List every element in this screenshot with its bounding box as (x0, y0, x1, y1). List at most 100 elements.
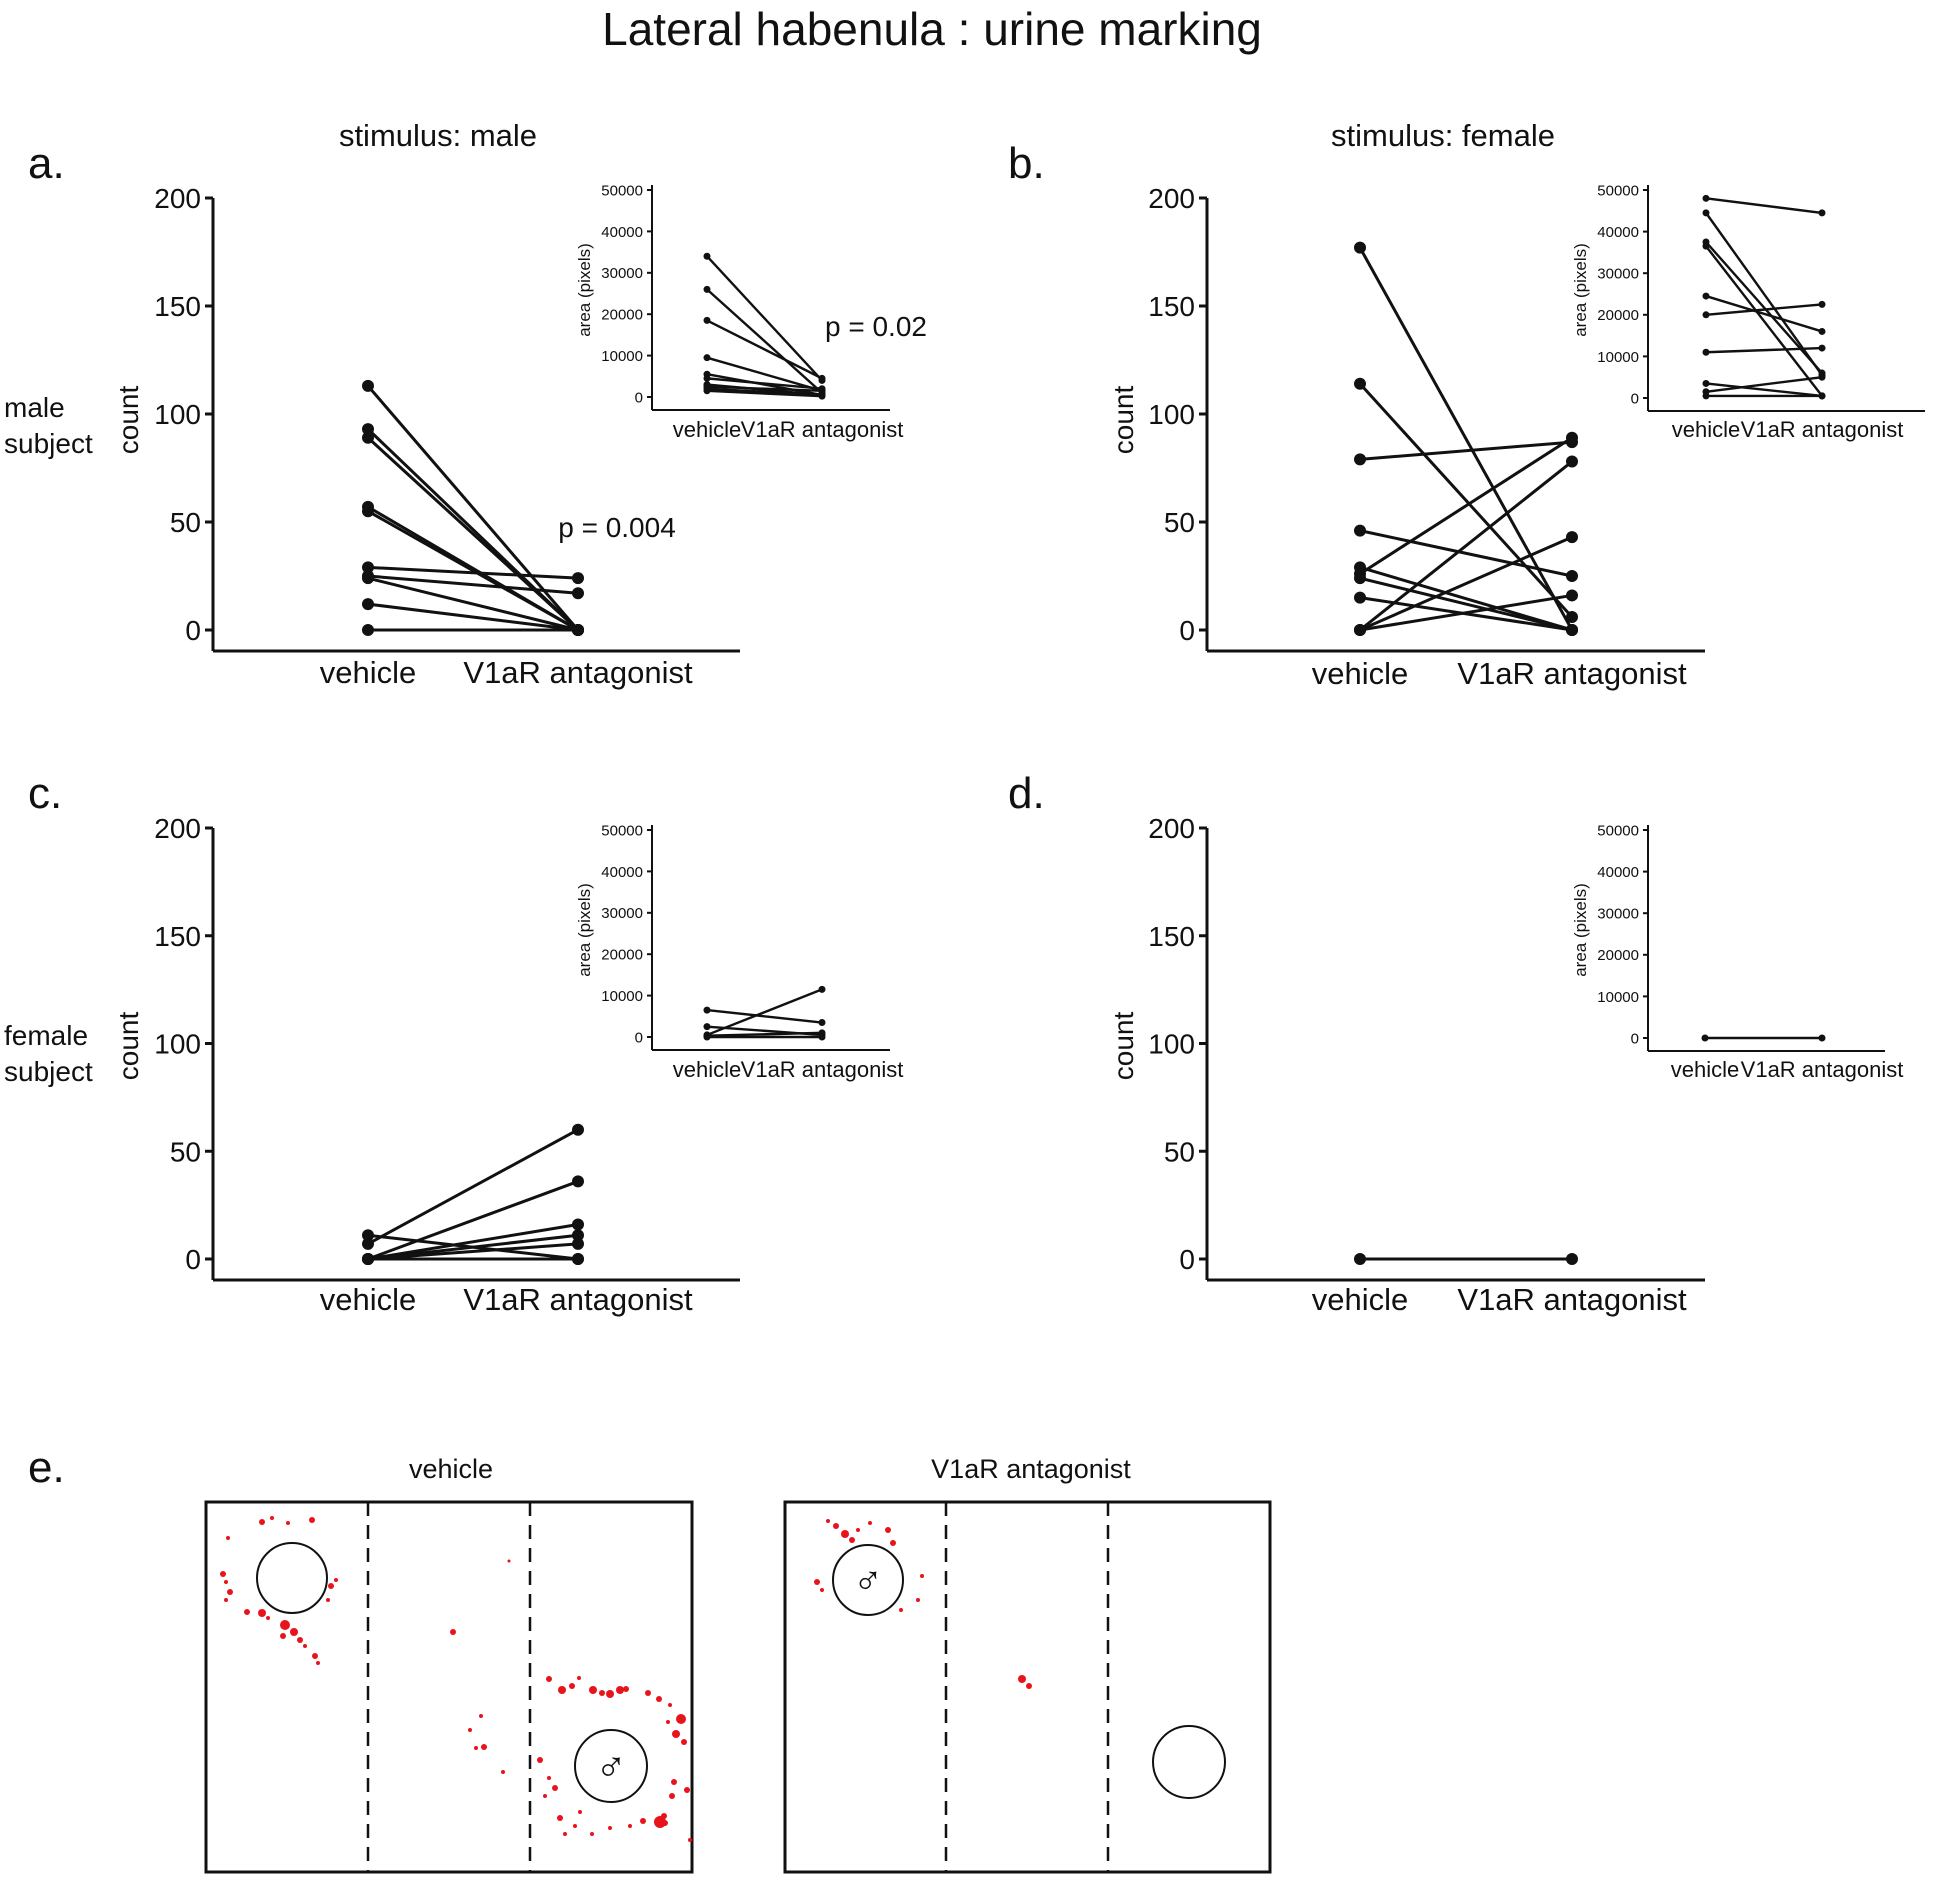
urine-spot (563, 1832, 567, 1836)
data-point (818, 392, 826, 400)
y-axis-label: count (1108, 1012, 1139, 1081)
series-pair-11 (1354, 589, 1578, 636)
data-point (1566, 589, 1578, 602)
y-tick-label: 0 (1631, 1030, 1639, 1047)
urine-spot (547, 1776, 551, 1780)
data-point (572, 1123, 584, 1136)
y-tick-label: 50000 (601, 182, 643, 199)
data-point (362, 379, 374, 392)
data-point (1818, 300, 1826, 308)
panel-label: b. (1008, 139, 1045, 188)
urine-spot (578, 1810, 582, 1814)
y-tick-label: 100 (1148, 399, 1195, 430)
figure-title: Lateral habenula : urine marking (602, 3, 1262, 55)
urine-spot (474, 1746, 478, 1750)
data-point (818, 374, 826, 382)
urine-spot (666, 1720, 670, 1724)
urine-spot (608, 1826, 612, 1830)
series-pair-6 (1702, 300, 1826, 319)
row-label-female-subject: subject (4, 1056, 93, 1087)
series-line (1705, 197, 1823, 215)
urine-spot (468, 1728, 472, 1732)
data-point (1354, 524, 1366, 537)
y-tick-label: 40000 (601, 864, 643, 881)
urine-spot (479, 1714, 483, 1718)
p-value-annotation: p = 0.004 (558, 512, 676, 543)
urine-spot (558, 1686, 566, 1694)
data-point (703, 1006, 711, 1014)
male-symbol-icon: ♂ (595, 1743, 627, 1790)
y-tick-label: 0 (635, 1029, 643, 1046)
series-line (1705, 241, 1823, 374)
series-pair-4 (1354, 524, 1578, 582)
male-symbol-icon: ♂ (853, 1559, 883, 1603)
data-point (703, 316, 711, 324)
urine-spot (885, 1527, 891, 1533)
data-point (572, 587, 584, 600)
urine-spot (557, 1815, 563, 1821)
urine-spot (224, 1598, 228, 1602)
data-point (703, 354, 711, 362)
x-tick-label: V1aR antagonist (1457, 656, 1687, 691)
data-point (1566, 1253, 1578, 1265)
series-line (706, 377, 823, 390)
series-line (706, 1031, 823, 1037)
urine-spot (220, 1571, 226, 1577)
p-value-annotation: p = 0.02 (825, 311, 927, 342)
urine-spot (244, 1609, 250, 1615)
data-point (1354, 572, 1366, 585)
x-tick-label: V1aR antagonist (741, 417, 904, 442)
urine-spot (309, 1517, 315, 1523)
data-point (818, 1019, 826, 1027)
data-point (1702, 242, 1710, 250)
series-line (367, 565, 579, 580)
urine-spot (920, 1574, 924, 1578)
y-tick-label: 150 (154, 291, 201, 322)
y-tick-label: 0 (1631, 390, 1639, 407)
y-tick-label: 0 (1179, 615, 1195, 646)
y-tick-label: 0 (185, 1244, 201, 1275)
urine-spot (1026, 1683, 1032, 1689)
column-header-female: stimulus: female (1331, 118, 1555, 153)
y-tick-label: 0 (185, 615, 201, 646)
data-point (818, 985, 826, 993)
x-tick-label: vehicle (320, 1282, 417, 1317)
urine-spot (662, 1820, 668, 1826)
x-tick-label: V1aR antagonist (741, 1057, 904, 1082)
series-line (1358, 382, 1574, 619)
data-point (1701, 1034, 1709, 1042)
y-tick-label: 100 (1148, 1029, 1195, 1060)
y-tick-label: 50 (1164, 507, 1195, 538)
series-line (1359, 440, 1573, 461)
series-line (1705, 346, 1823, 354)
series-line (367, 1242, 579, 1261)
x-tick-label: vehicle (673, 1057, 741, 1082)
series-line (367, 576, 579, 632)
y-tick-label: 40000 (1597, 864, 1639, 881)
series-pair-4 (1702, 242, 1826, 400)
x-tick-label: vehicle (1672, 417, 1740, 442)
stimulus-cup (574, 1729, 648, 1803)
urine-spot (669, 1793, 675, 1799)
y-tick-label: 150 (1148, 921, 1195, 952)
data-point (703, 252, 711, 260)
data-point (362, 1237, 374, 1250)
series-pair-1 (1701, 1034, 1826, 1042)
series-pair-2 (1354, 377, 1578, 624)
y-tick-label: 200 (154, 183, 201, 214)
y-axis-label: area (pixels) (1571, 243, 1590, 337)
y-tick-label: 100 (154, 1029, 201, 1060)
urine-spot (226, 1536, 230, 1540)
y-tick-label: 10000 (601, 348, 643, 365)
urine-spot (280, 1633, 286, 1639)
x-tick-label: vehicle (1671, 1057, 1739, 1082)
series-pair-10 (1702, 392, 1826, 400)
x-tick-label: vehicle (1312, 656, 1409, 691)
urine-spot (672, 1730, 680, 1738)
urine-spot (326, 1598, 330, 1602)
series-pair-1 (703, 1006, 826, 1027)
y-tick-label: 50000 (1597, 182, 1639, 199)
